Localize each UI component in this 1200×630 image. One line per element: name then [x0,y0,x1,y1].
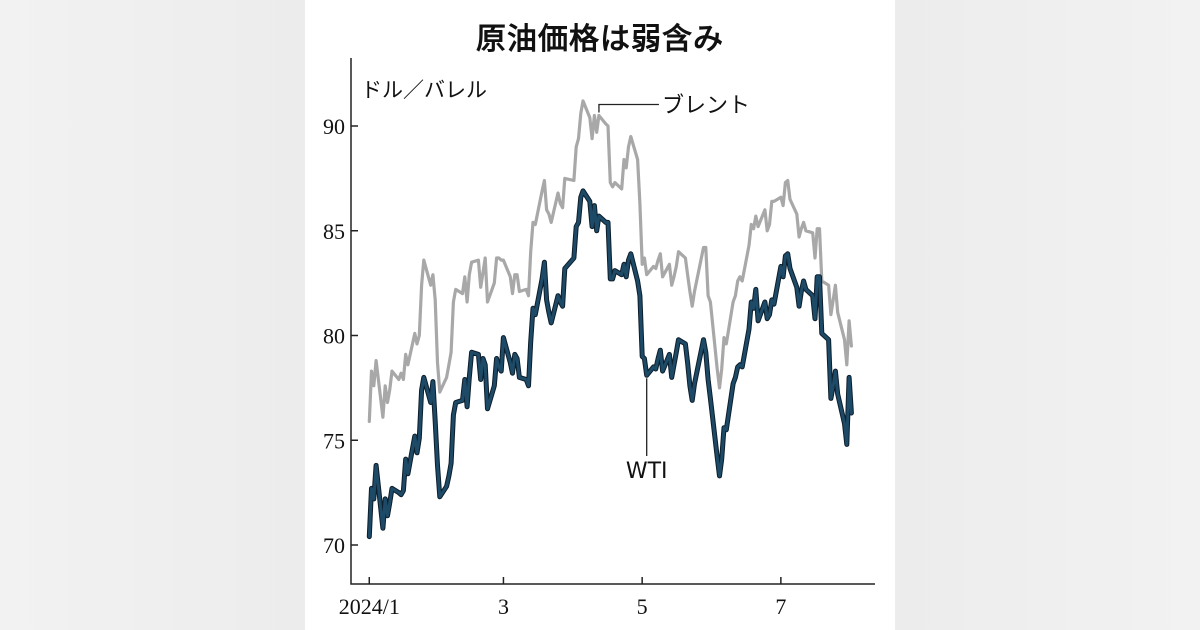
x-tick-label: 7 [775,594,786,619]
series-label-leader [598,103,659,113]
x-tick-label: 2024/1 [339,594,400,619]
series-labels: ブレント WTI [598,94,750,484]
x-tick-label: 5 [637,594,648,619]
y-tick-label: 85 [323,219,345,244]
y-tick-label: 75 [323,428,345,453]
series-label-text: WTI [626,459,668,484]
series-line [367,189,853,539]
background-right [895,0,1200,630]
chart-svg: ドル／バレル 70 75 80 85 90 2024/1 3 5 7 ブレント WTI [323,58,875,619]
series-line-outline [366,188,854,540]
chart-title: 原油価格は弱含み [476,22,724,57]
axis-lines [350,58,875,585]
background-left [0,0,305,630]
series-label-text: ブレント [662,94,750,119]
series-line [367,99,853,423]
y-tick-label: 80 [323,324,345,349]
x-tick-label: 3 [498,594,509,619]
y-tick-label: 90 [323,114,345,139]
chart-panel: 原油価格は弱含み ドル／バレル 70 75 80 85 90 2024/1 3 5 7 ブレント… [305,0,895,630]
y-tick-label: 70 [323,533,345,558]
axes: 70 75 80 85 90 2024/1 3 5 7 [323,58,875,619]
y-unit-label: ドル／バレル [361,78,487,102]
series-lines [366,99,854,540]
